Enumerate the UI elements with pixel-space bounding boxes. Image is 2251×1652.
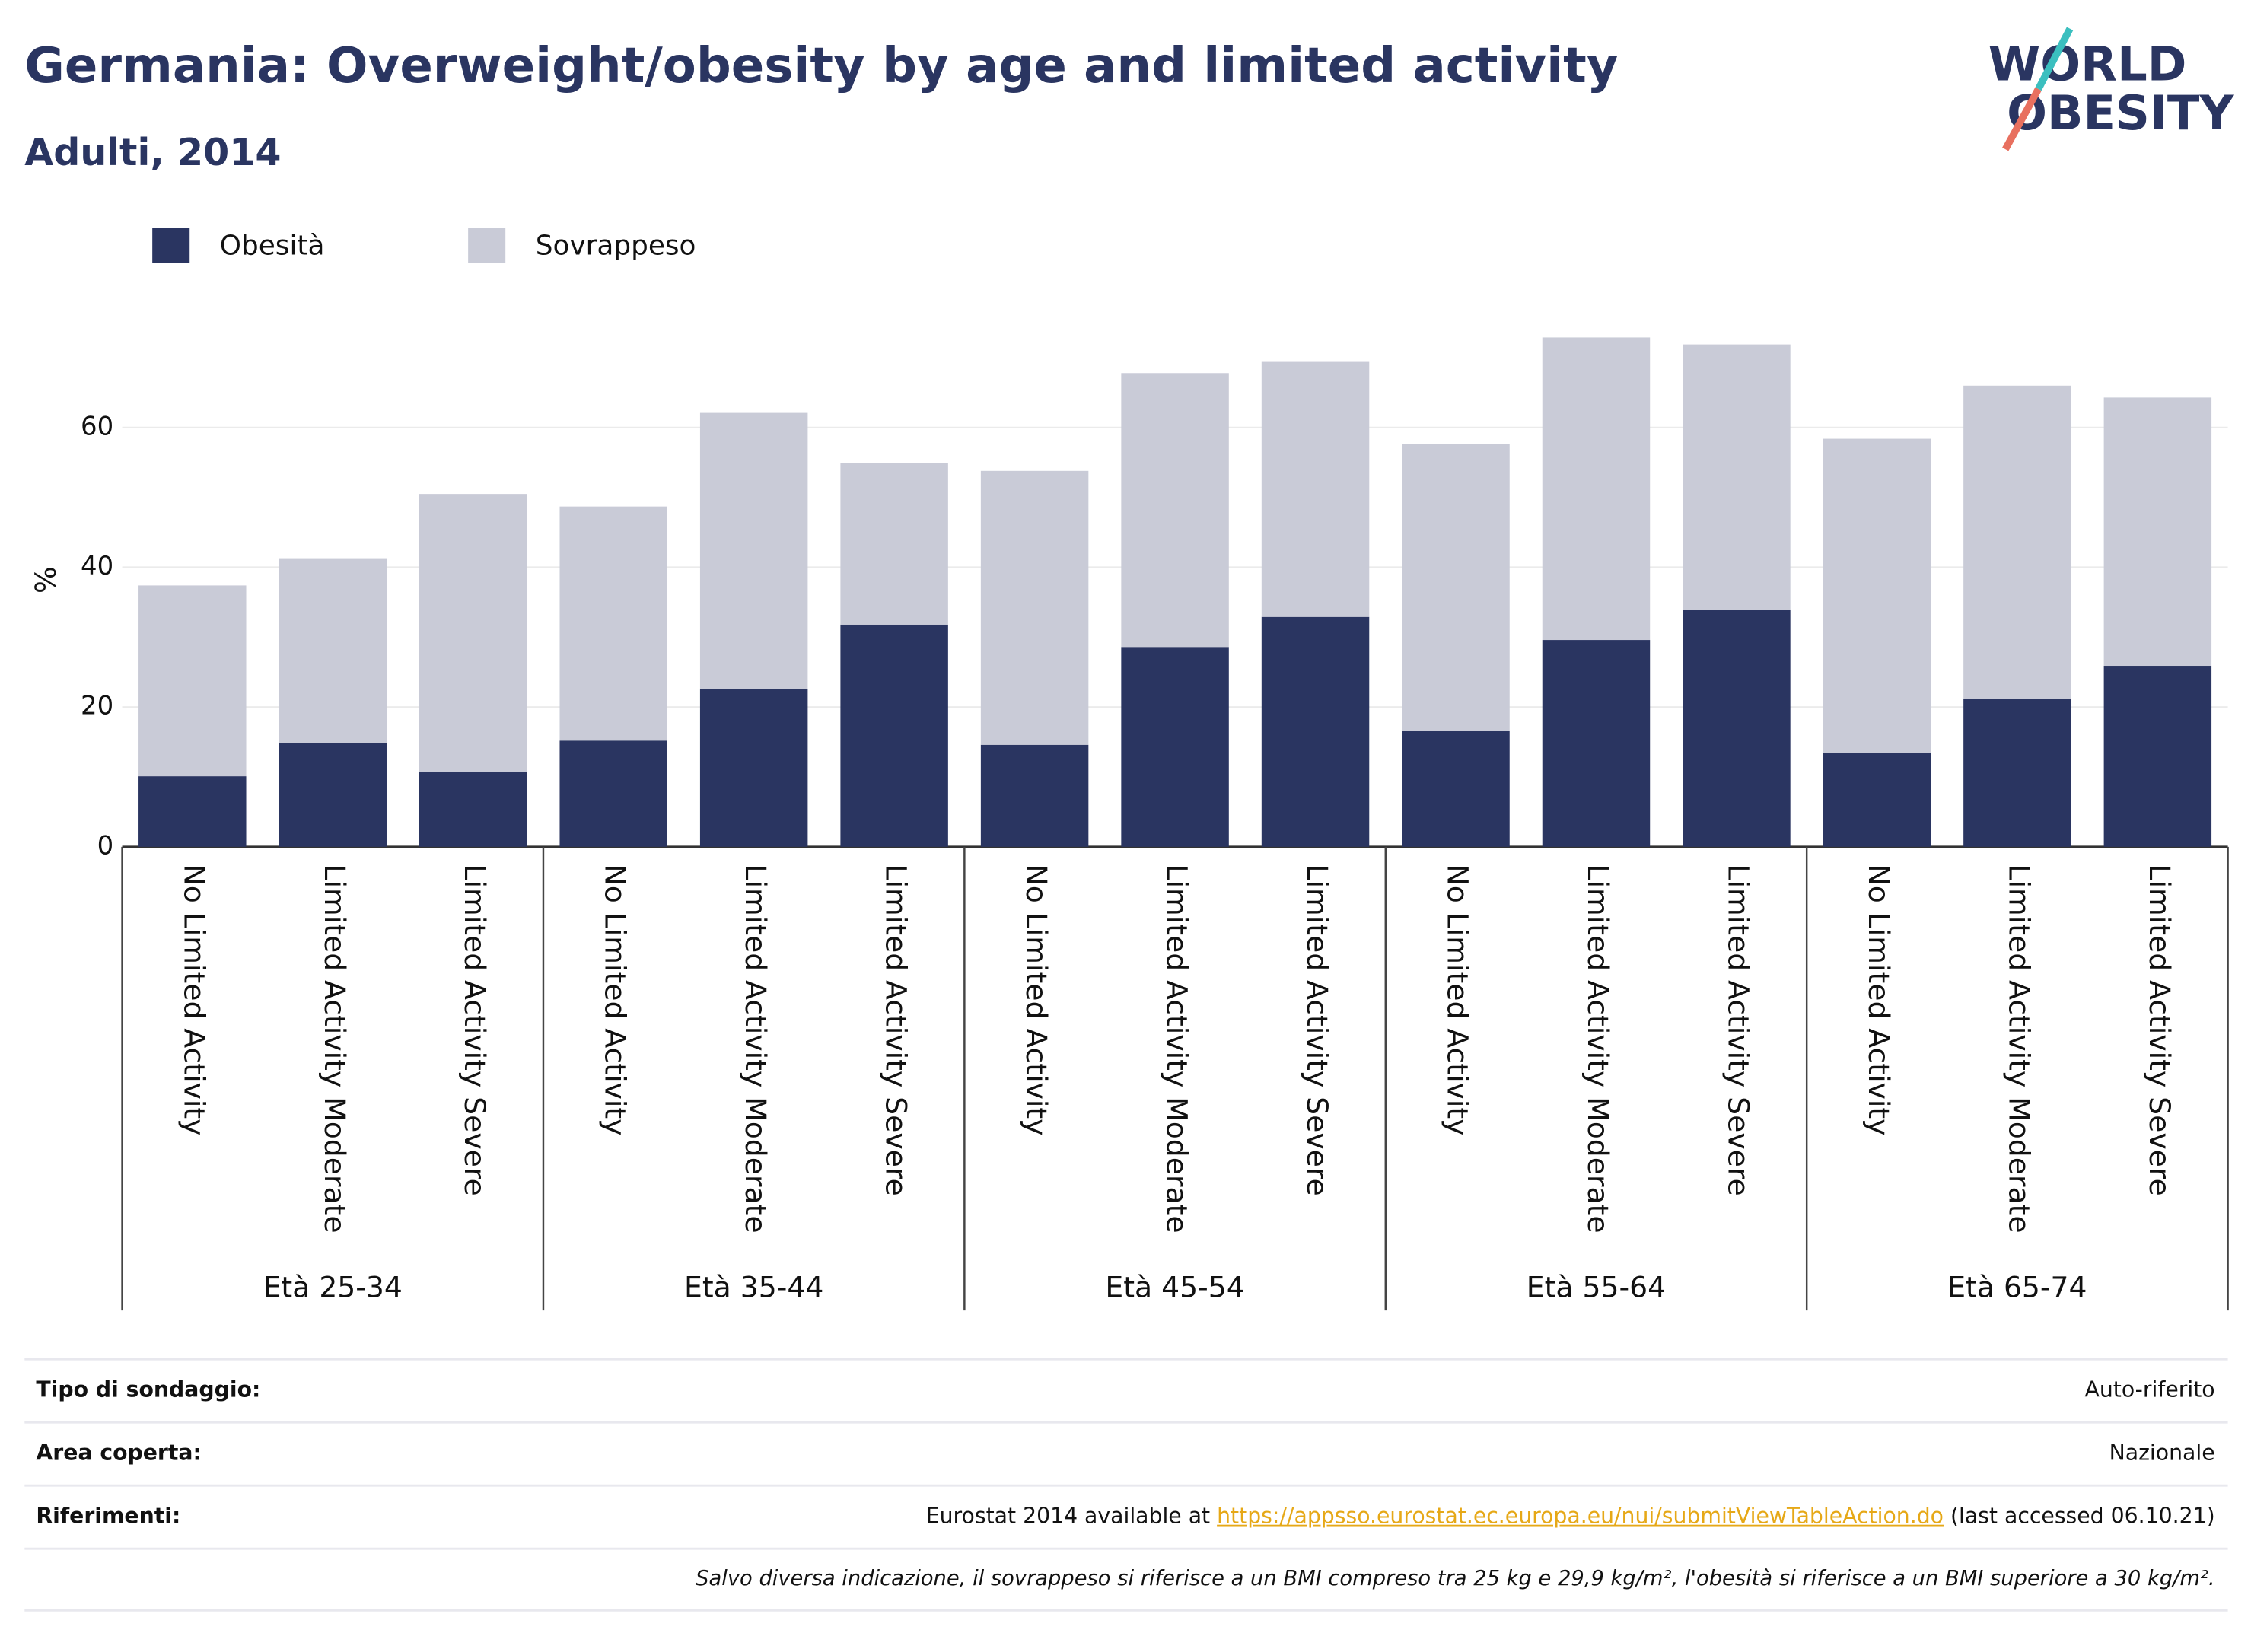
bar-segment [2103,397,2212,667]
y-tick-label: 0 [97,830,114,861]
x-tick-label: Limited Activity Severe [880,864,913,1195]
bar-segment [1121,373,1229,648]
x-tick-label: No Limited Activity [1020,864,1053,1135]
logo: WORLD OBESITY [1988,27,2234,151]
group-label: Età 55-64 [1527,1270,1666,1303]
x-tick-label: Limited Activity Moderate [739,864,772,1233]
y-tick-label: 40 [81,551,113,581]
x-tick-label: No Limited Activity [177,864,211,1135]
x-tick-label: No Limited Activity [599,864,632,1135]
chart-subtitle: Adulti, 2014 [24,130,281,174]
footer-label: Riferimenti: [36,1504,180,1529]
group-label: Età 35-44 [684,1270,823,1303]
x-tick-label: Limited Activity Severe [1721,864,1755,1195]
chart-title: Germania: Overweight/obesity by age and … [24,37,1618,94]
bar-segment [279,743,387,847]
bar-segment [2103,666,2212,847]
footer-note: Salvo diversa indicazione, il sovrappeso… [696,1567,2214,1590]
bar-segment [699,689,808,847]
x-tick-label: Limited Activity Moderate [1161,864,1194,1233]
bar-segment [279,558,387,743]
legend-swatch [468,228,506,263]
legend-label: Sovrappeso [536,230,696,261]
bar-segment [138,776,247,847]
logo-text: OBESITY [2007,85,2234,141]
bar-segment [980,744,1089,847]
x-tick-label: No Limited Activity [1862,864,1896,1135]
reference-before: Eurostat 2014 available at [926,1504,1217,1529]
bar-segment [840,624,948,847]
x-tick-label: Limited Activity Moderate [318,864,352,1233]
x-tick-label: Limited Activity Severe [458,864,492,1195]
bar-segment [1402,444,1510,731]
x-tick-label: Limited Activity Severe [2143,864,2176,1195]
y-axis-label: % [29,566,62,594]
bar-segment [419,772,527,847]
bar-segment [699,412,808,689]
bar-segment [1683,610,1791,847]
x-tick-label: Limited Activity Severe [1301,864,1334,1195]
reference-text: Eurostat 2014 available at https://appss… [926,1504,2215,1529]
bar-segment [1261,616,1370,847]
bar-segment [840,463,948,625]
logo-text: WORLD [1988,37,2187,92]
legend-label: Obesità [220,230,325,261]
y-tick-label: 60 [81,411,113,441]
footer-label: Area coperta: [36,1440,201,1466]
x-tick-label: Limited Activity Moderate [1581,864,1615,1233]
bar-segment [1683,344,1791,610]
reference-after: (last accessed 06.10.21) [1944,1504,2215,1529]
footer-label: Tipo di sondaggio: [36,1377,260,1402]
y-tick-label: 20 [81,691,113,721]
bar-segment [419,494,527,772]
bar-segment [1963,385,2071,699]
group-label: Età 25-34 [263,1270,403,1303]
footer-value: Nazionale [2109,1440,2215,1466]
bar-segment [559,740,667,847]
bar-segment [138,585,247,777]
logo-slash [2035,27,2074,91]
x-tick-label: Limited Activity Moderate [2002,864,2036,1233]
group-label: Età 65-74 [1947,1270,2087,1303]
reference-link[interactable]: https://appsso.eurostat.ec.europa.eu/nui… [1217,1504,1944,1529]
group-label: Età 45-54 [1105,1270,1244,1303]
bar-segment [1402,731,1510,847]
bar-segment [1261,361,1370,617]
legend-swatch [152,228,190,263]
bar-segment [1542,640,1651,847]
x-tick-label: No Limited Activity [1441,864,1475,1135]
bar-segment [559,506,667,741]
bar-segment [1823,753,1931,847]
bar-segment [980,470,1089,745]
bar-segment [1542,337,1651,641]
bar-segment [1823,438,1931,753]
logo-slash [2002,87,2042,151]
bar-segment [1121,647,1229,847]
footer-value: Auto-riferito [2084,1377,2214,1402]
bar-segment [1963,699,2071,847]
